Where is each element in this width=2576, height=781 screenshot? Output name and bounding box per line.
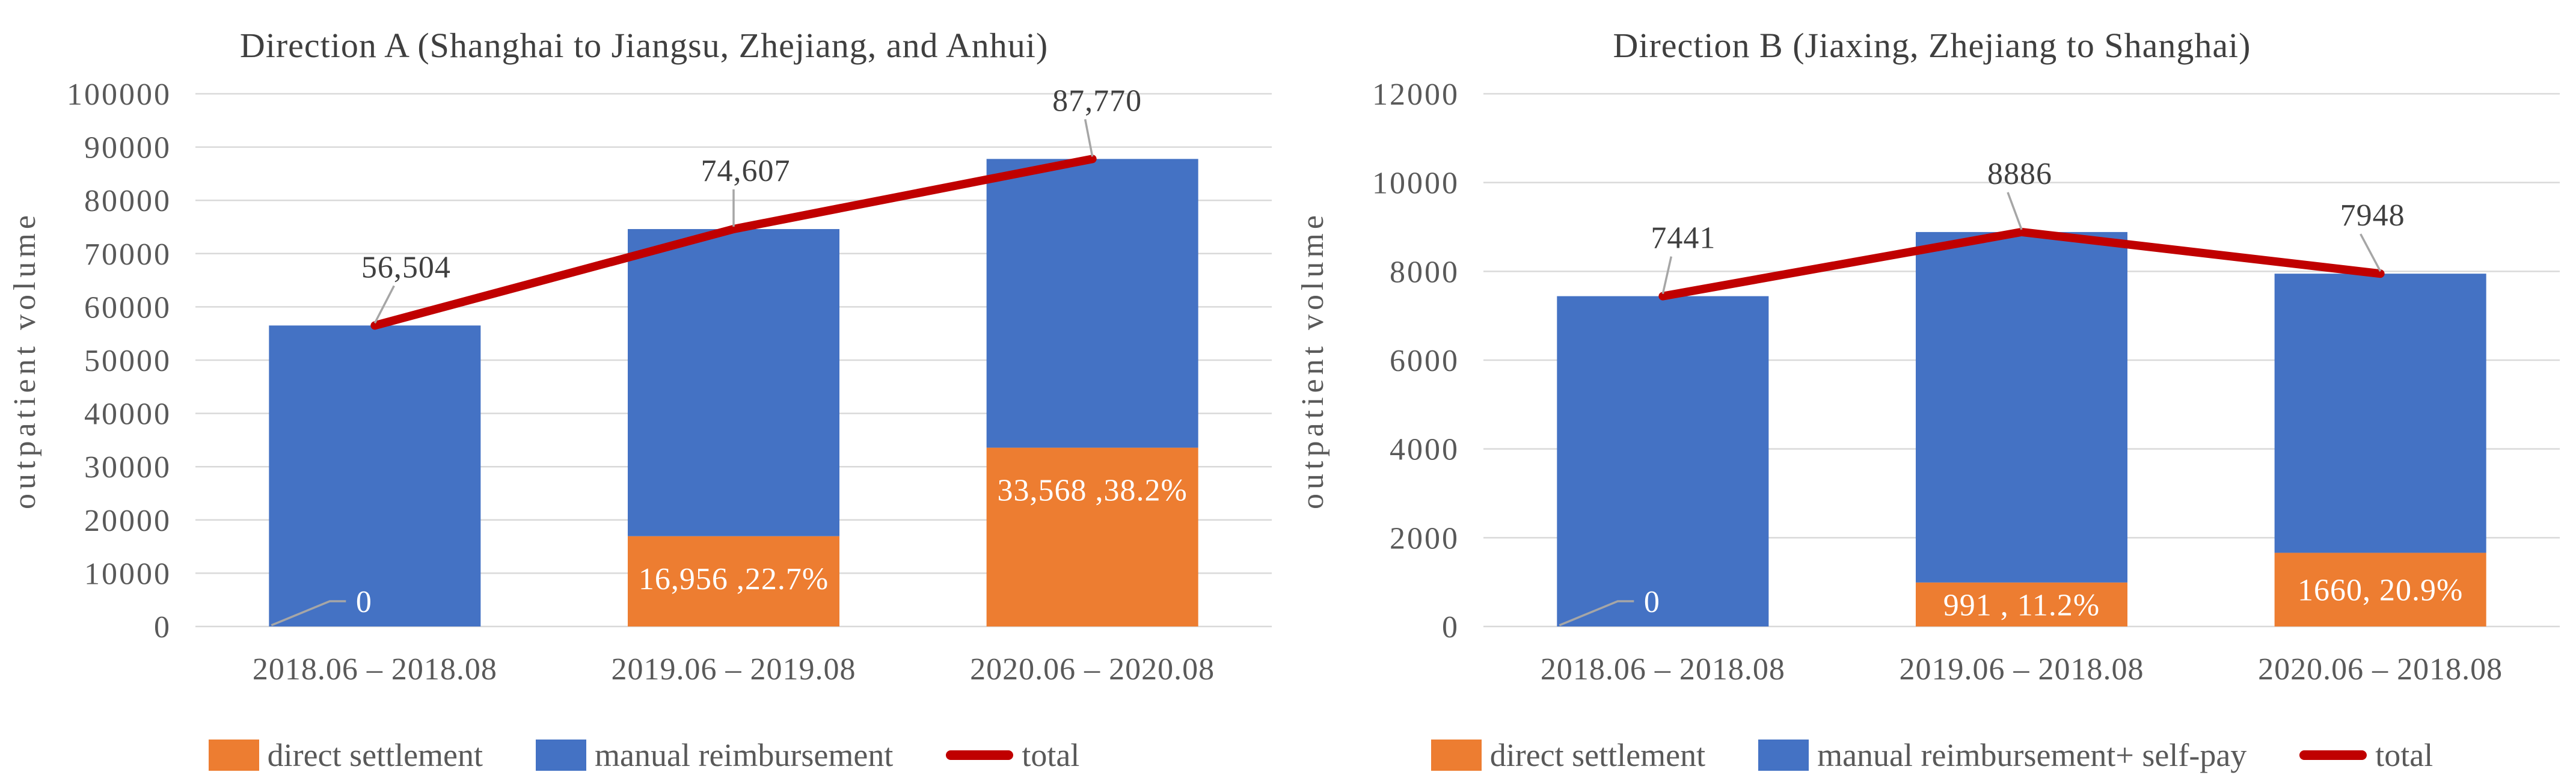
legend-item-direct-settlement: direct settlement xyxy=(208,737,483,774)
direct-settlement-data-label: 0 xyxy=(1644,585,1660,619)
y-axis-tick-label: 12000 xyxy=(1372,78,1459,112)
zero-label-leader-line xyxy=(1559,600,1634,626)
bar-segment-manual-reimbursement xyxy=(1915,231,2128,583)
legend-item-direct-settlement: direct settlement xyxy=(1431,737,1705,774)
total-data-label: 74,607 xyxy=(701,154,791,188)
zero-label-leader-line xyxy=(271,600,346,626)
y-axis-tick-label: 0 xyxy=(154,610,171,645)
y-axis-tick-label: 100000 xyxy=(67,78,171,112)
y-axis-title: outpatient volume xyxy=(1296,211,1330,509)
x-axis-category-label: 2020.06 – 2020.08 xyxy=(970,652,1215,687)
bar-segment-manual-reimbursement xyxy=(1557,296,1769,626)
chart-direction-a: Direction A (Shanghai to Jiangsu, Zhejia… xyxy=(0,26,1288,774)
bar-segment-direct-settlement xyxy=(2274,553,2486,626)
direct-settlement-data-label: 16,956 ,22.7% xyxy=(639,562,829,596)
legend-label: total xyxy=(1022,737,1080,773)
total-label-leader-line xyxy=(2360,233,2382,272)
y-axis-tick-label: 60000 xyxy=(84,290,171,325)
total-data-label: 7441 xyxy=(1651,221,1716,256)
legend-square-swatch-icon xyxy=(208,740,259,771)
chart-title: Direction B (Jiaxing, Zhejiang to Shangh… xyxy=(1613,26,2251,65)
y-axis-tick-label: 8000 xyxy=(1390,255,1459,289)
total-label-leader-line xyxy=(1084,119,1094,157)
y-axis-tick-label: 20000 xyxy=(84,504,171,538)
x-axis-category-label: 2018.06 – 2018.08 xyxy=(1541,652,1785,687)
bar-segment-manual-reimbursement xyxy=(627,228,840,536)
direct-settlement-data-label: 991 , 11.2% xyxy=(1943,588,2100,622)
total-data-label: 56,504 xyxy=(361,250,451,284)
chart-title: Direction A (Shanghai to Jiangsu, Zhejia… xyxy=(239,26,1049,65)
x-axis-category-label: 2020.06 – 2018.08 xyxy=(2258,652,2503,687)
total-line xyxy=(1658,227,2385,301)
y-axis-tick-label: 90000 xyxy=(84,131,171,165)
direct-settlement-data-label: 1660, 20.9% xyxy=(2298,574,2463,608)
legend-item-manual-reimbursement: manual reimbursement xyxy=(536,737,893,774)
bar-segment-direct-settlement xyxy=(986,447,1198,626)
total-label-leader-line xyxy=(2007,192,2023,230)
legend-item-total: total xyxy=(946,737,1079,774)
y-axis-tick-label: 30000 xyxy=(84,450,171,485)
legend-square-swatch-icon xyxy=(536,740,587,771)
y-axis-tick-label: 6000 xyxy=(1390,344,1459,378)
total-data-label: 87,770 xyxy=(1052,84,1142,118)
bar-segment-direct-settlement xyxy=(1915,582,2128,626)
legend-item-total: total xyxy=(2299,737,2433,774)
legend-label: direct settlement xyxy=(267,737,483,773)
legend-label: direct settlement xyxy=(1489,737,1706,773)
legend-label: manual reimbursement+ self-pay xyxy=(1817,737,2247,773)
legend-label: manual reimbursement xyxy=(595,737,894,773)
chart-direction-b: Direction B (Jiaxing, Zhejiang to Shangh… xyxy=(1288,0,2576,781)
x-axis-category-label: 2019.06 – 2018.08 xyxy=(1900,652,2144,687)
y-axis-tick-label: 40000 xyxy=(84,397,171,432)
legend-label: total xyxy=(2375,737,2433,773)
chart-plot-direction-a: 0 10000 20000 30000 40000 50000 60000 70000 8000… xyxy=(8,78,1272,687)
y-axis-tick-label: 0 xyxy=(1442,610,1459,645)
total-data-label: 8886 xyxy=(1987,157,2052,191)
legend-line-swatch-icon xyxy=(2299,750,2367,760)
total-label-leader-line xyxy=(1661,256,1673,294)
x-axis-category-label: 2019.06 – 2019.08 xyxy=(612,652,856,687)
bar-segment-direct-settlement xyxy=(627,536,840,626)
total-label-leader-line xyxy=(373,285,395,324)
bar-segment-manual-reimbursement xyxy=(269,325,481,626)
x-axis-category-label: 2018.06 – 2018.08 xyxy=(253,652,497,687)
total-data-label: 7948 xyxy=(2340,198,2405,233)
direct-settlement-data-label: 33,568 ,38.2% xyxy=(998,474,1188,508)
legend-line-swatch-icon xyxy=(946,750,1014,760)
y-axis-title: outpatient volume xyxy=(8,211,42,509)
y-axis-tick-label: 70000 xyxy=(84,237,171,272)
bar-segment-manual-reimbursement xyxy=(2274,274,2486,553)
y-axis-tick-label: 2000 xyxy=(1390,521,1459,556)
legend-square-swatch-icon xyxy=(1431,740,1482,771)
chart-legend: direct settlement manual reimbursement tot… xyxy=(0,737,1288,774)
direct-settlement-data-label: 0 xyxy=(356,585,372,619)
legend-square-swatch-icon xyxy=(1758,740,1809,771)
y-axis-tick-label: 4000 xyxy=(1390,433,1459,467)
chart-plot-direction-b: 0 2000 4000 6000 8000 10000 12000 outpatient vo… xyxy=(1296,78,2560,687)
chart-legend: direct settlement manual reimbursement+ s… xyxy=(1288,737,2576,774)
total-line xyxy=(370,155,1097,330)
y-axis-tick-label: 50000 xyxy=(84,344,171,378)
y-axis-tick-label: 80000 xyxy=(84,184,171,218)
bar-segment-manual-reimbursement xyxy=(986,159,1198,448)
legend-item-manual-reimbursement-self-pay: manual reimbursement+ self-pay xyxy=(1758,737,2246,774)
y-axis-tick-label: 10000 xyxy=(84,557,171,591)
y-axis-tick-label: 10000 xyxy=(1372,167,1459,201)
